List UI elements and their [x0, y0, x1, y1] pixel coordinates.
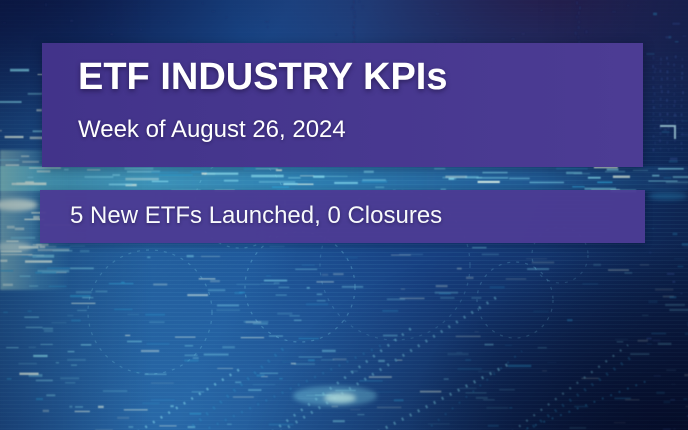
- week-subtitle: Week of August 26, 2024: [78, 116, 346, 143]
- stat-text: 5 New ETFs Launched, 0 Closures: [70, 202, 443, 230]
- title-banner: ETF INDUSTRY KPIs Week of August 26, 202…: [42, 43, 643, 167]
- stat-banner: 5 New ETFs Launched, 0 Closures: [40, 190, 645, 243]
- page-title: ETF INDUSTRY KPIs: [78, 56, 448, 98]
